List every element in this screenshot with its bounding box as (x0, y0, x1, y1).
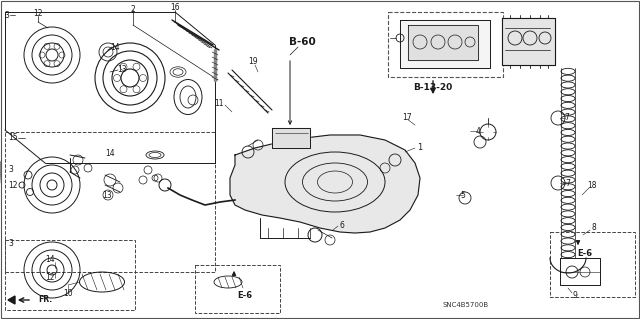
Text: 12: 12 (45, 273, 55, 283)
Text: 4: 4 (475, 127, 480, 136)
Polygon shape (408, 25, 478, 60)
Text: 15: 15 (8, 133, 18, 143)
Polygon shape (8, 296, 15, 304)
Text: 18: 18 (588, 181, 596, 189)
Text: 19: 19 (248, 57, 258, 66)
Bar (5, 132, 215, 272)
Text: 17: 17 (402, 113, 412, 122)
Text: 10: 10 (63, 290, 73, 299)
Text: FR.: FR. (38, 295, 52, 305)
Text: 11: 11 (214, 99, 224, 108)
Bar (388, 12, 503, 77)
Text: E-6: E-6 (237, 291, 253, 300)
Text: 12: 12 (8, 182, 17, 190)
Text: 9: 9 (573, 291, 577, 300)
Text: 2: 2 (131, 4, 136, 13)
Text: 8: 8 (591, 224, 596, 233)
Polygon shape (272, 128, 310, 148)
Polygon shape (502, 18, 555, 65)
Text: 14: 14 (105, 150, 115, 159)
Text: B-13-20: B-13-20 (413, 84, 452, 93)
Text: 3: 3 (8, 166, 13, 174)
Text: 13: 13 (117, 65, 127, 75)
Bar (195, 265, 280, 313)
Polygon shape (230, 135, 420, 233)
Text: 3: 3 (8, 239, 13, 248)
Text: B-60: B-60 (289, 37, 316, 47)
Text: 14: 14 (45, 256, 55, 264)
Text: 13: 13 (102, 190, 112, 199)
Polygon shape (400, 20, 490, 68)
Text: 7: 7 (564, 114, 569, 122)
Text: 16: 16 (170, 4, 180, 12)
Text: 12: 12 (33, 10, 43, 19)
Text: E-6: E-6 (577, 249, 593, 257)
Text: SNC4B5700B: SNC4B5700B (443, 302, 489, 308)
Text: 6: 6 (340, 220, 344, 229)
Text: 7: 7 (565, 179, 570, 188)
Text: 1: 1 (417, 144, 422, 152)
Text: 3: 3 (4, 11, 10, 19)
Text: 5: 5 (460, 190, 465, 199)
Text: 14: 14 (110, 42, 120, 51)
Bar (5, 240, 135, 310)
Bar (550, 232, 635, 297)
